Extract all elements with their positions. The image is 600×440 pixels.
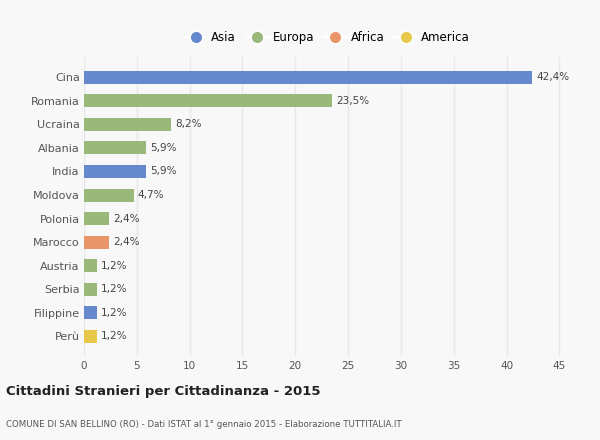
Text: 42,4%: 42,4% [536,72,569,82]
Text: 1,2%: 1,2% [101,308,127,318]
Text: Cittadini Stranieri per Cittadinanza - 2015: Cittadini Stranieri per Cittadinanza - 2… [6,385,320,398]
Bar [84,165,146,178]
Bar [84,189,134,202]
Text: 1,2%: 1,2% [101,284,127,294]
Text: 4,7%: 4,7% [138,190,164,200]
Bar [84,259,97,272]
Bar [84,306,97,319]
Bar [84,212,109,225]
Bar [84,118,170,131]
Text: 8,2%: 8,2% [175,119,202,129]
Bar [84,283,97,296]
Text: 23,5%: 23,5% [337,96,370,106]
Text: 5,9%: 5,9% [151,166,177,176]
Bar [84,236,109,249]
Text: 1,2%: 1,2% [101,260,127,271]
Bar [84,141,146,154]
Bar [84,94,332,107]
Text: 1,2%: 1,2% [101,331,127,341]
Text: 2,4%: 2,4% [113,213,140,224]
Legend: Asia, Europa, Africa, America: Asia, Europa, Africa, America [182,29,472,46]
Bar [84,330,97,343]
Text: COMUNE DI SAN BELLINO (RO) - Dati ISTAT al 1° gennaio 2015 - Elaborazione TUTTIT: COMUNE DI SAN BELLINO (RO) - Dati ISTAT … [6,420,401,429]
Text: 5,9%: 5,9% [151,143,177,153]
Text: 2,4%: 2,4% [113,237,140,247]
Bar [84,71,532,84]
